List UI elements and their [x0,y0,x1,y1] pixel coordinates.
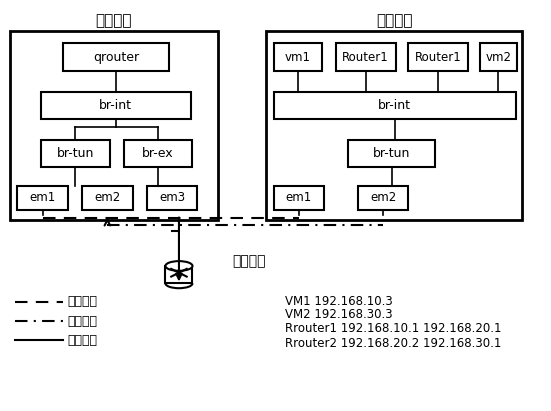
Text: vm2: vm2 [485,51,511,64]
Text: 隧道网络: 隧道网络 [68,314,98,328]
Bar [10,31,218,219]
Bar [147,186,197,210]
Bar [336,44,396,71]
Text: Router1: Router1 [415,51,462,64]
Text: 计算节点: 计算节点 [376,13,413,28]
Bar [348,140,435,167]
Bar [274,92,516,119]
Bar [480,44,516,71]
Text: em1: em1 [29,191,56,204]
Text: Router1: Router1 [342,51,389,64]
Ellipse shape [165,261,192,271]
Bar [41,140,110,167]
Text: br-ex: br-ex [142,147,174,160]
Bar [274,186,324,210]
Text: VM2 192.168.30.3: VM2 192.168.30.3 [285,308,393,321]
Bar [165,266,192,283]
Text: 外部网络: 外部网络 [68,334,98,347]
Bar [358,186,408,210]
Text: 外部网络: 外部网络 [232,254,266,268]
Bar [408,44,468,71]
Text: br-int: br-int [99,99,132,112]
Text: vm1: vm1 [285,51,311,64]
Bar [274,44,322,71]
Text: em2: em2 [94,191,121,204]
Text: br-tun: br-tun [373,147,410,160]
Bar [18,186,68,210]
Text: br-tun: br-tun [57,147,94,160]
Text: em1: em1 [286,191,312,204]
Bar [266,31,522,219]
Bar [41,92,191,119]
Bar [124,140,192,167]
Text: Rrouter1 192.168.10.1 192.168.20.1: Rrouter1 192.168.10.1 192.168.20.1 [285,322,502,335]
Text: em3: em3 [159,191,185,204]
Text: VM1 192.168.10.3: VM1 192.168.10.3 [285,295,393,308]
Text: qrouter: qrouter [93,51,139,64]
Text: Rrouter2 192.168.20.2 192.168.30.1: Rrouter2 192.168.20.2 192.168.30.1 [285,337,502,350]
Bar [82,186,133,210]
Text: br-int: br-int [378,99,411,112]
Text: em2: em2 [370,191,396,204]
Text: 控制节点: 控制节点 [95,13,132,28]
Text: 管理网络: 管理网络 [68,295,98,308]
Bar [63,44,169,71]
